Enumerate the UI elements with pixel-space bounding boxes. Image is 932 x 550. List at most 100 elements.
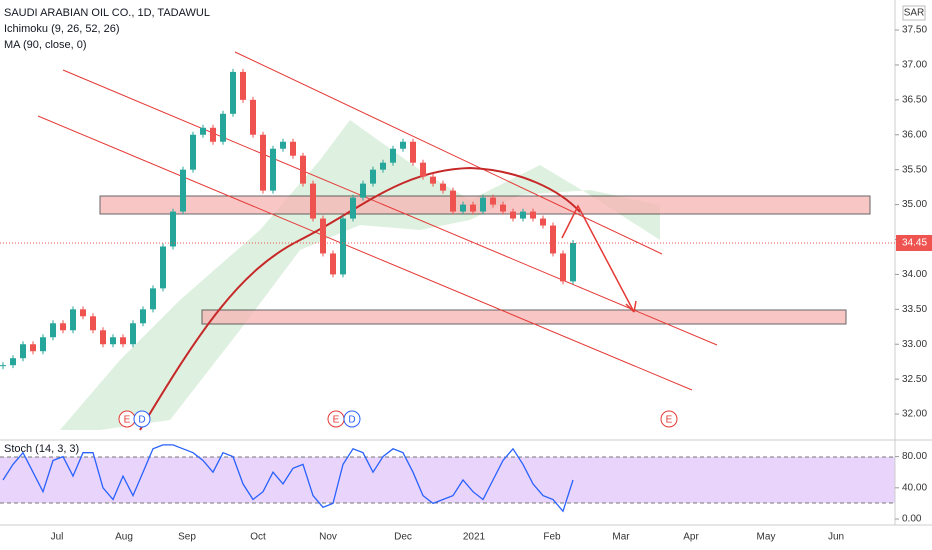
candle xyxy=(70,309,76,331)
ma-line xyxy=(139,166,581,431)
y-tick-label: 33.50 xyxy=(902,304,927,315)
x-tick-label: Sep xyxy=(178,532,196,543)
last-price-label: 34.45 xyxy=(902,238,927,249)
candle xyxy=(380,162,386,170)
candle xyxy=(430,176,436,184)
candle xyxy=(10,358,16,366)
y-tick-label: 37.00 xyxy=(902,60,927,71)
candle xyxy=(340,218,346,275)
x-tick-label: Mar xyxy=(612,532,630,543)
candle xyxy=(270,148,276,191)
y-tick-label: 0.00 xyxy=(902,514,922,525)
y-tick-label: 32.50 xyxy=(902,374,927,385)
channel-line xyxy=(37,115,693,391)
candle xyxy=(80,309,86,317)
event-label: E xyxy=(666,415,673,426)
candle xyxy=(20,344,26,359)
indicator: MA (90, close, 0) xyxy=(4,39,87,51)
projection xyxy=(561,204,635,313)
candle xyxy=(520,211,526,219)
candle xyxy=(120,337,126,345)
candle xyxy=(30,344,36,352)
candle xyxy=(150,288,156,310)
arrow-head xyxy=(625,300,637,313)
candle xyxy=(300,155,306,184)
candle xyxy=(360,183,366,198)
channel-line xyxy=(234,51,663,255)
candle xyxy=(370,169,376,184)
candle xyxy=(0,365,6,367)
currency-box xyxy=(902,5,926,21)
y-tick-label: 35.00 xyxy=(902,199,927,210)
candle xyxy=(440,183,446,191)
event-label: D xyxy=(348,415,355,426)
candle xyxy=(330,253,336,275)
y-tick-label: 32.00 xyxy=(902,409,927,420)
candle xyxy=(530,211,536,219)
candle xyxy=(250,99,256,135)
x-tick-label: Oct xyxy=(250,532,266,543)
candle xyxy=(90,316,96,331)
candle xyxy=(110,337,116,345)
candle xyxy=(240,71,246,100)
y-tick-label: 40.00 xyxy=(902,482,927,493)
candle xyxy=(410,141,416,163)
candle xyxy=(400,141,406,149)
candle xyxy=(220,113,226,142)
y-tick-label: 80.00 xyxy=(902,451,927,462)
y-tick-label: 36.50 xyxy=(902,94,927,105)
candle xyxy=(450,190,456,212)
x-tick-label: Aug xyxy=(115,532,133,543)
candle xyxy=(420,162,426,177)
candle xyxy=(130,323,136,345)
x-tick-label: Jun xyxy=(828,532,844,543)
candle xyxy=(200,127,206,135)
last-price-box xyxy=(896,234,932,251)
currency: SAR xyxy=(904,8,925,19)
event-marker xyxy=(343,410,361,428)
candle xyxy=(460,204,466,212)
y-tick-label: 35.50 xyxy=(902,164,927,175)
stoch-line xyxy=(2,444,574,513)
candle xyxy=(500,204,506,212)
candle xyxy=(50,323,56,338)
candle xyxy=(140,309,146,324)
candle xyxy=(230,71,236,114)
indicator: Ichimoku (9, 26, 52, 26) xyxy=(4,23,120,35)
candle xyxy=(560,253,566,282)
candle xyxy=(490,197,496,205)
stoch-band xyxy=(0,457,895,503)
candle xyxy=(280,141,286,149)
event-marker xyxy=(660,410,678,428)
candle xyxy=(390,148,396,163)
candle xyxy=(550,225,556,254)
y-tick-label: 36.00 xyxy=(902,129,927,140)
candle xyxy=(510,211,516,219)
x-tick-label: May xyxy=(757,532,776,543)
x-tick-label: Apr xyxy=(683,532,699,543)
y-tick-label: 33.00 xyxy=(902,339,927,350)
x-tick-label: Nov xyxy=(319,532,337,543)
stoch-title: Stoch (14, 3, 3) xyxy=(4,443,79,455)
candle xyxy=(170,211,176,247)
y-tick-label: 37.50 xyxy=(902,25,927,36)
event-label: E xyxy=(124,415,131,426)
event-label: E xyxy=(333,415,340,426)
candle xyxy=(350,197,356,219)
candle xyxy=(540,218,546,226)
candle xyxy=(260,134,266,191)
candle xyxy=(100,330,106,345)
event-label: D xyxy=(138,415,145,426)
candle xyxy=(60,323,66,331)
x-tick-label: Feb xyxy=(543,532,561,543)
candle xyxy=(40,337,46,352)
candle xyxy=(480,197,486,212)
x-tick-label: Dec xyxy=(394,532,412,543)
channel-line xyxy=(62,69,718,346)
x-tick-label: Jul xyxy=(51,532,64,543)
candle xyxy=(310,183,316,219)
x-tick-label: 2021 xyxy=(463,532,486,543)
event-marker xyxy=(133,410,151,428)
y-tick-label: 34.00 xyxy=(902,269,927,280)
